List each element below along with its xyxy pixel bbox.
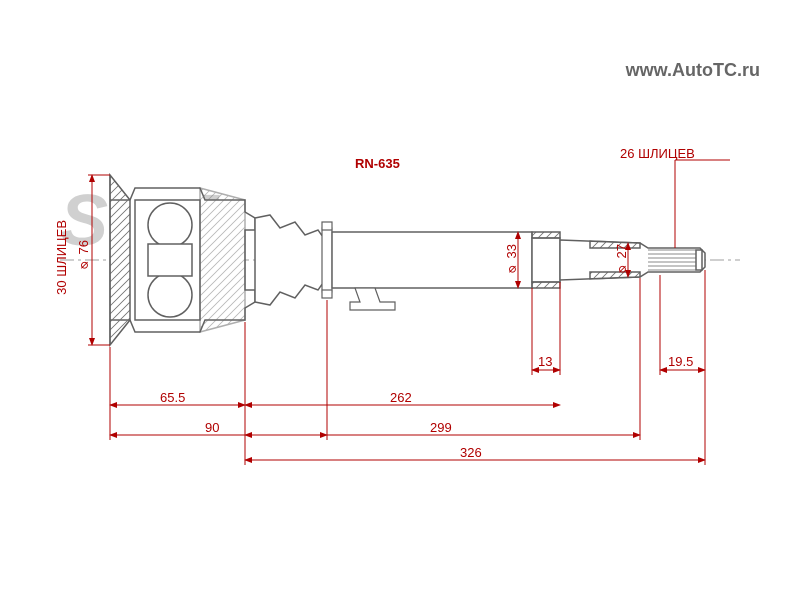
dim-13: 13 [538, 354, 552, 369]
dim-19-5: 19.5 [668, 354, 693, 369]
dim-262: 262 [390, 390, 412, 405]
dim-65-5: 65.5 [160, 390, 185, 405]
dim-299: 299 [430, 420, 452, 435]
dim-326: 326 [460, 445, 482, 460]
part-number-label: RN-635 [355, 156, 400, 171]
splines-left-label: 30 ШЛИЦЕВ [54, 220, 69, 295]
dim-dia-76: ⌀ 76 [76, 240, 91, 273]
technical-drawing [0, 0, 800, 600]
dim-dia-27: ⌀ 27 [614, 244, 629, 277]
drawing-canvas: SAT www.AutoTC.ru [0, 0, 800, 600]
splines-right-label: 26 ШЛИЦЕВ [620, 146, 695, 161]
dim-dia-33: ⌀ 33 [504, 244, 519, 277]
dim-90: 90 [205, 420, 219, 435]
